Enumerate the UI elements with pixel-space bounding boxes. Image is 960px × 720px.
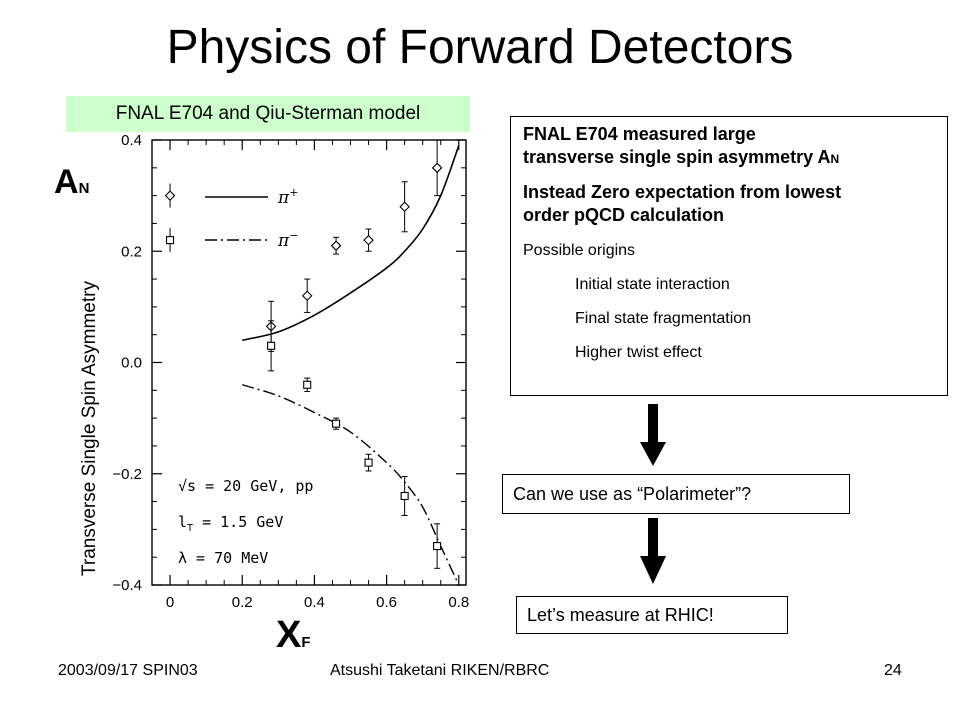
square-marker [267,341,276,350]
diamond-marker [164,190,176,201]
info-line-1: FNAL E704 measured large [523,124,756,144]
origin-item: Initial state interaction [575,276,730,293]
y-axis-label: Transverse Single Spin Asymmetry [79,281,100,576]
x-tick-label: 0.6 [376,594,397,611]
x-axis-symbol: XF [276,614,311,656]
pi-minus-data-point [303,377,312,392]
arrow-down-2-head [640,556,666,584]
pi-minus-data-point [433,523,442,569]
pi-minus-model-curve [242,384,460,586]
pi-plus-data-point [363,228,374,252]
diamond-marker [363,234,374,246]
annotation-lt: lT = 1.5 GeV [178,513,283,534]
diamond-marker [399,201,410,213]
square-marker [303,380,312,389]
arrow-down-1-shaft [648,404,658,444]
square-marker [364,458,373,467]
model-label: FNAL E704 and Qiu-Sterman model [66,96,470,132]
footer-page-number: 24 [884,662,902,679]
square-marker [400,491,409,501]
x-tick-label: 0.8 [448,594,469,611]
info-box: FNAL E704 measured large transverse sing… [510,116,948,396]
info-line-4: order pQCD calculation [523,205,725,225]
x-tick-label: 0.2 [232,594,253,611]
pi-plus-data-point [399,181,410,233]
legend-diamond-sample [164,183,176,208]
legend-pi-plus-label: π+ [277,186,298,208]
slide-title: Physics of Forward Detectors [166,21,794,74]
model-curves [242,145,460,586]
plot-annotations: √s = 20 GeV, pp lT = 1.5 GeV λ = 70 MeV [178,477,313,567]
pi-minus-data-point [267,320,276,372]
square-marker [433,542,442,551]
diamond-marker [431,162,443,174]
y-tick-label: 0.4 [121,132,142,149]
annotation-sqrt-s: √s = 20 GeV, pp [178,477,313,495]
annotation-lambda: λ = 70 MeV [178,549,268,567]
square-marker [165,236,175,245]
y-axis-symbol: AN [54,163,90,201]
flow-arrows [640,404,666,584]
y-tick-label: −0.4 [112,577,142,594]
x-tick-label: 0.4 [304,594,325,611]
footer-author: Atsushi Taketani RIKEN/RBRC [330,662,550,679]
plot-legend: π+ π− [164,183,298,253]
pi-plus-data-point [301,278,313,313]
legend-pi-minus-label: π− [277,229,298,251]
footer-date: 2003/09/17 SPIN03 [58,662,198,679]
polarimeter-question-box: Can we use as “Polarimeter”? [502,474,850,514]
arrow-down-2-shaft [648,518,658,558]
square-marker [332,419,341,428]
origin-item: Higher twist effect [575,344,702,361]
info-line-2: transverse single spin asymmetry AN [523,147,840,167]
y-tick-label: −0.2 [112,466,142,483]
data-points [265,139,443,569]
y-tick-label: 0.0 [121,355,142,372]
x-tick-label: 0 [166,594,174,611]
diamond-marker [330,240,342,251]
origin-item: Final state fragmentation [575,310,752,327]
legend-square-sample [165,228,175,253]
pi-minus-data-point [332,417,341,430]
pi-plus-data-point [431,139,443,197]
pi-minus-data-point [364,453,373,472]
info-line-3: Instead Zero expectation from lowest [523,182,842,202]
diamond-marker [301,290,313,302]
arrow-down-1-head [640,442,666,466]
rhic-action-box: Let’s measure at RHIC! [516,596,788,634]
origins-heading: Possible origins [523,242,636,259]
y-tick-label: 0.2 [121,243,142,260]
pi-plus-data-point [330,236,342,255]
pi-plus-model-curve [242,145,460,342]
pi-minus-data-point [400,476,409,516]
plot-axes: 0 0.2 0.4 0.6 0.8 0.4 0.2 0.0 −0.2 −0.4 [112,132,469,611]
